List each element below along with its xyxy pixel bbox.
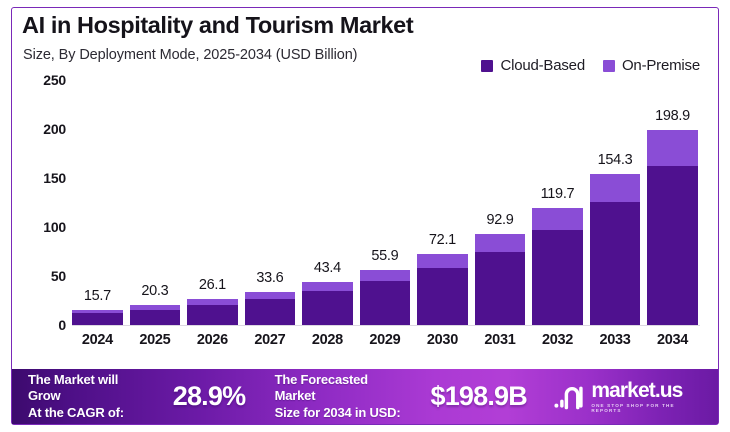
bar-value-label: 33.6: [256, 270, 284, 287]
bar-stack: [589, 173, 641, 325]
bar-stack: [302, 282, 353, 325]
bar-series-group: 15.7 20.3 26.1 33.6 43.4 55.9 72.1 92.9 119.7 154…: [72, 80, 698, 325]
bar-segment-on-premise[interactable]: [417, 254, 468, 269]
y-axis-tick-label: 50: [50, 268, 66, 284]
bar-segment-cloud-based[interactable]: [359, 281, 411, 325]
bar-segment-on-premise[interactable]: [302, 282, 353, 292]
x-axis-tick-label: 2033: [599, 332, 631, 348]
x-axis-tick-label: 2024: [81, 332, 113, 348]
bar-value-label: 198.9: [655, 108, 690, 125]
bar-segment-cloud-based[interactable]: [72, 313, 123, 325]
bar-stack: [417, 254, 468, 325]
legend-swatch-icon: [481, 59, 494, 72]
bar-stack: [244, 292, 296, 325]
x-axis-tick-label: 2027: [254, 332, 286, 348]
bar-segment-on-premise[interactable]: [359, 270, 411, 282]
bar-column[interactable]: 15.7: [72, 80, 123, 325]
bar-column[interactable]: 154.3: [589, 80, 641, 325]
bar-segment-cloud-based[interactable]: [417, 268, 468, 325]
bar-value-label: 154.3: [597, 151, 633, 168]
y-axis-tick-label: 0: [58, 317, 66, 333]
logo-tagline: ONE STOP SHOP FOR THE REPORTS: [591, 402, 675, 413]
bar-value-label: 92.9: [486, 211, 514, 228]
logo-mark-icon: [554, 386, 583, 409]
x-axis-tick-label: 2032: [541, 332, 573, 348]
x-axis-tick-label: 2025: [139, 332, 171, 348]
forecast-label: The Forecasted Market Size for 2034 in U…: [274, 371, 401, 420]
chart-plot-area: 0 50 100 150 200 250 15.7 20.3 26.1 33.6 43.4 55.9…: [22, 72, 702, 355]
bar-segment-cloud-based[interactable]: [244, 299, 296, 325]
chart-subtitle: Size, By Deployment Mode, 2025-2034 (USD…: [23, 47, 358, 63]
cagr-label: The Market will Grow At the CAGR of:: [28, 371, 124, 420]
bar-stack: [532, 207, 583, 325]
bar-stack: [359, 270, 411, 325]
bar-column[interactable]: 20.3: [129, 80, 181, 325]
bar-segment-on-premise[interactable]: [72, 309, 123, 314]
bar-value-label: 43.4: [313, 260, 341, 277]
bar-segment-cloud-based[interactable]: [187, 304, 238, 325]
bar-stack: [647, 130, 698, 325]
bar-column[interactable]: 72.1: [417, 80, 468, 325]
bar-segment-cloud-based[interactable]: [302, 291, 353, 325]
logo-wordmark: market.us: [591, 378, 683, 402]
bar-stack: [129, 305, 181, 325]
x-axis-tick-label: 2026: [196, 332, 228, 348]
y-axis-tick-label: 100: [43, 219, 66, 235]
legend-label: On-Premise: [621, 57, 700, 74]
bar-segment-on-premise[interactable]: [187, 299, 238, 305]
bar-value-label: 15.7: [83, 287, 111, 304]
legend-swatch-icon: [602, 59, 615, 72]
x-axis-baseline: [72, 325, 700, 326]
chart-legend: Cloud-Based On-Premise: [481, 57, 700, 74]
bar-segment-on-premise[interactable]: [532, 207, 583, 231]
bar-stack: [187, 299, 238, 325]
bar-segment-on-premise[interactable]: [647, 130, 698, 167]
legend-label: Cloud-Based: [500, 57, 585, 74]
market-us-logo: market.us ONE STOP SHOP FOR THE REPORTS: [554, 380, 704, 413]
x-axis: 2024 2025 2026 2027 2028 2029 2030 2031 2032 2033…: [72, 332, 698, 348]
bar-column[interactable]: 92.9: [474, 80, 526, 325]
x-axis-tick-label: 2031: [484, 332, 516, 348]
bar-segment-on-premise[interactable]: [244, 292, 296, 300]
bar-value-label: 72.1: [428, 232, 456, 249]
y-axis: 0 50 100 150 200 250: [22, 72, 66, 333]
bar-stack: [474, 233, 526, 325]
bar-column[interactable]: 43.4: [302, 80, 353, 325]
y-axis-tick-label: 250: [43, 72, 66, 88]
bar-value-label: 20.3: [141, 283, 169, 300]
bar-segment-cloud-based[interactable]: [129, 309, 181, 325]
y-axis-tick-label: 150: [43, 170, 66, 186]
legend-item-on-premise: On-Premise: [602, 57, 700, 74]
bar-segment-on-premise[interactable]: [474, 233, 526, 252]
bar-segment-on-premise[interactable]: [129, 305, 181, 310]
bar-segment-cloud-based[interactable]: [589, 202, 641, 325]
bar-value-label: 119.7: [540, 185, 575, 202]
bar-segment-on-premise[interactable]: [589, 173, 641, 203]
bar-column[interactable]: 55.9: [359, 80, 411, 325]
bar-column[interactable]: 33.6: [244, 80, 296, 325]
logo-text: market.us ONE STOP SHOP FOR THE REPORTS: [591, 380, 704, 413]
bar-value-label: 26.1: [198, 277, 226, 294]
forecast-value: $198.9B: [430, 381, 527, 411]
bar-column[interactable]: 198.9: [647, 80, 698, 325]
bar-column[interactable]: 119.7: [532, 80, 583, 325]
bar-column[interactable]: 26.1: [187, 80, 238, 325]
page-title: AI in Hospitality and Tourism Market: [22, 12, 414, 38]
bar-segment-cloud-based[interactable]: [532, 230, 583, 325]
bar-value-label: 55.9: [371, 248, 399, 265]
bar-segment-cloud-based[interactable]: [474, 251, 526, 325]
x-axis-tick-label: 2029: [369, 332, 401, 348]
y-axis-tick-label: 200: [43, 121, 66, 137]
x-axis-tick-label: 2028: [311, 332, 343, 348]
x-axis-tick-label: 2034: [656, 332, 689, 348]
x-axis-tick-label: 2030: [426, 332, 458, 348]
summary-banner: The Market will Grow At the CAGR of: 28.…: [12, 369, 718, 424]
legend-item-cloud-based: Cloud-Based: [481, 57, 585, 74]
bar-stack: [72, 309, 123, 325]
cagr-value: 28.9%: [172, 381, 246, 411]
bar-segment-cloud-based[interactable]: [647, 166, 698, 325]
